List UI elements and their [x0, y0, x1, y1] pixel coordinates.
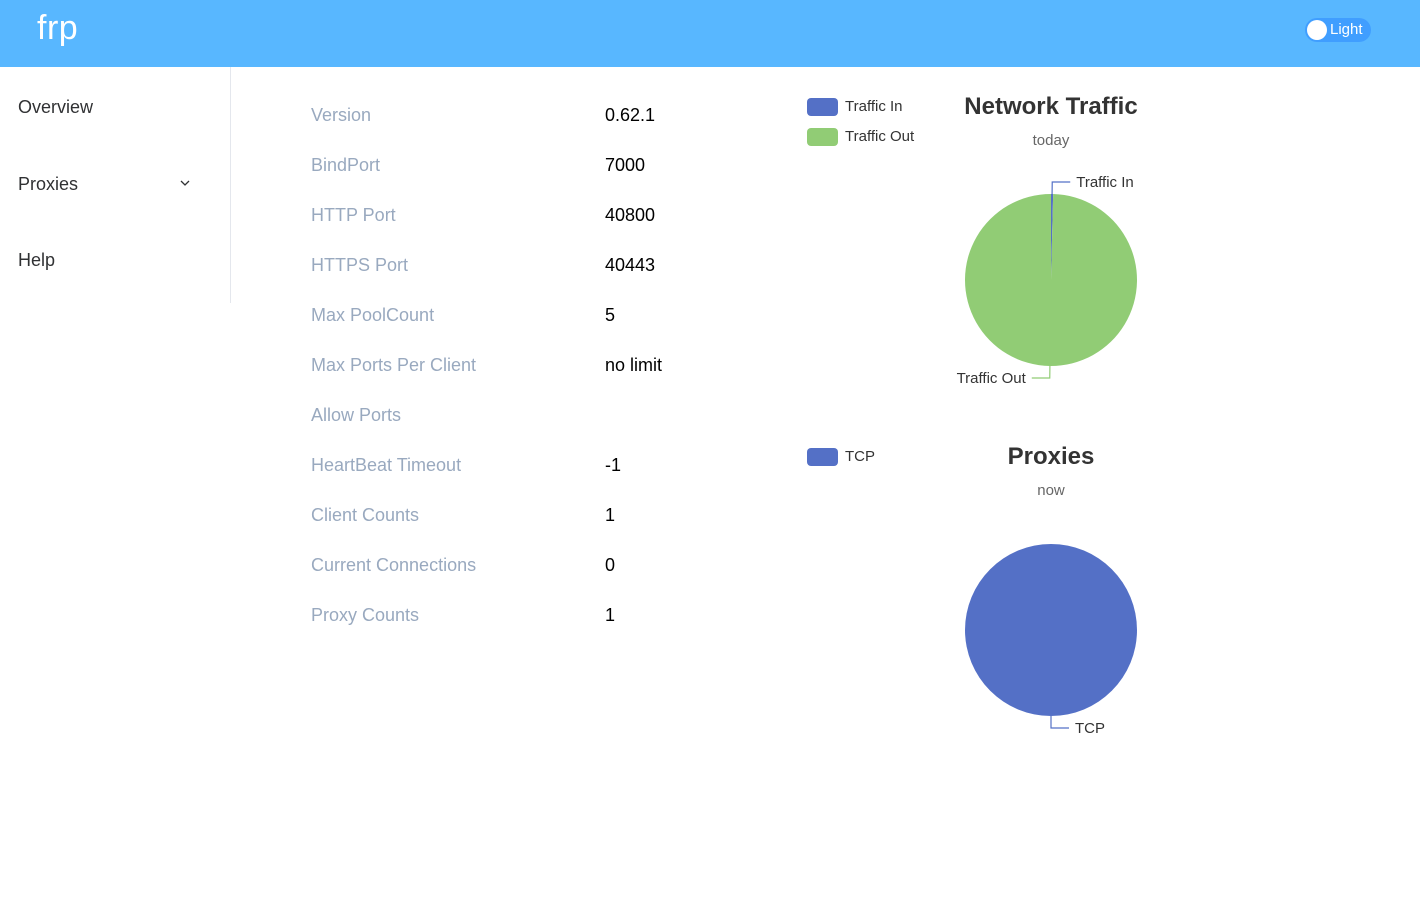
label-leader-line [1050, 716, 1069, 729]
chart-legend: Traffic In Traffic Out [807, 98, 915, 146]
info-value: 40800 [605, 205, 656, 225]
pie-slices [965, 544, 1137, 716]
theme-toggle[interactable]: Light [1305, 18, 1371, 42]
brand-logo[interactable]: frp [37, 9, 79, 47]
info-value: 1 [605, 505, 616, 525]
info-value: no limit [605, 355, 663, 375]
info-label: Max Ports Per Client [311, 355, 477, 375]
sidebar-menu: Overview Proxies Help [0, 67, 231, 303]
info-label: HTTP Port [311, 205, 396, 225]
pie-slice-label: TCP [1075, 720, 1105, 737]
pie-slice-label: Traffic In [1076, 174, 1134, 191]
chevron-down-icon[interactable] [180, 178, 190, 188]
info-value: -1 [605, 455, 622, 475]
top-header: frp Light [0, 0, 1420, 67]
sidebar-item-proxies[interactable]: Proxies [18, 174, 79, 194]
info-value: 1 [605, 605, 616, 625]
chart-subtitle: now [1037, 482, 1065, 499]
info-label: BindPort [311, 155, 381, 175]
legend-swatch[interactable] [807, 98, 838, 116]
legend-label[interactable]: Traffic Out [845, 128, 915, 145]
sidebar-item-overview[interactable]: Overview [18, 97, 94, 117]
chart-subtitle: today [1033, 132, 1070, 149]
info-value: 0.62.1 [605, 105, 656, 125]
chart-legend: TCP [807, 448, 875, 466]
chart-title: Network Traffic [964, 93, 1137, 120]
info-label: Current Connections [311, 555, 477, 575]
chart-title: Proxies [1008, 443, 1095, 470]
legend-label[interactable]: TCP [845, 448, 875, 465]
info-label: Allow Ports [311, 405, 402, 425]
pie-slice[interactable] [1051, 194, 1054, 280]
info-label: Max PoolCount [311, 305, 435, 325]
info-label: Proxy Counts [311, 605, 420, 625]
pie-slice[interactable] [965, 194, 1137, 366]
theme-toggle-label: Light [1330, 21, 1363, 38]
info-value: 40443 [605, 255, 656, 275]
legend-swatch[interactable] [807, 448, 838, 466]
info-label: HTTPS Port [311, 255, 409, 275]
toggle-knob [1307, 20, 1327, 40]
charts-panel: Network Traffic today Traffic InTraffic … [807, 93, 1138, 737]
pie-slice[interactable] [965, 544, 1137, 716]
info-value: 5 [605, 305, 616, 325]
info-value: 0 [605, 555, 616, 575]
sidebar-item-help[interactable]: Help [18, 250, 56, 270]
info-label: Client Counts [311, 505, 420, 525]
info-label: HeartBeat Timeout [311, 455, 462, 475]
pie-slice-label: Traffic Out [957, 370, 1027, 387]
label-leader-line [1031, 365, 1051, 379]
pie-labels: TCP [1050, 716, 1105, 737]
pie-slices [965, 194, 1137, 366]
legend-swatch[interactable] [807, 128, 838, 146]
label-leader-line [1051, 181, 1071, 195]
pie-labels: Traffic In Traffic Out [957, 174, 1134, 387]
info-value: 7000 [605, 155, 646, 175]
legend-label[interactable]: Traffic In [845, 98, 903, 115]
proxies-chart: Proxies now TCP TCP [807, 443, 1137, 737]
network-traffic-chart: Network Traffic today Traffic InTraffic … [807, 93, 1138, 387]
info-label: Version [311, 105, 372, 125]
